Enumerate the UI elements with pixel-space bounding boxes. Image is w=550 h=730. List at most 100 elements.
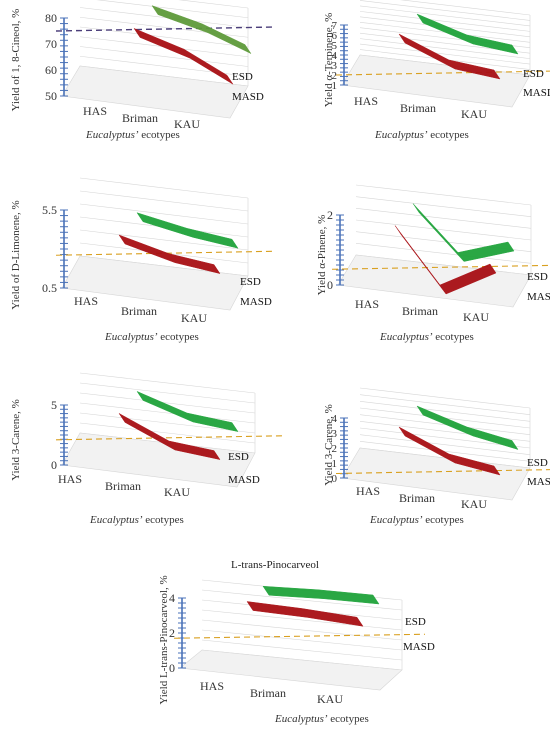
y-axis-title: Yield α-Pinene, % [316, 215, 328, 296]
x-axis-title: Eucalyptus’ ecotypes [369, 514, 464, 526]
x-category-label: Briman [399, 491, 435, 505]
x-category-label: HAS [83, 104, 107, 118]
x-axis-title: Eucalyptus’ ecotypes [89, 514, 184, 526]
y-axis-title: Yield of 1, 8-Cineol, % [10, 9, 22, 112]
y-tick-label: 5 [51, 398, 57, 412]
gridline [359, 441, 531, 462]
series-label-masd: MASD [523, 87, 550, 99]
x-category-label: HAS [58, 472, 82, 486]
series-ribbon-masd [398, 33, 501, 80]
series-ribbon-masd [246, 601, 364, 627]
y-axis-title: Yield α-Terpinene, % [323, 13, 335, 108]
series-ribbon-esd [416, 13, 519, 55]
y-tick-label: 1 [332, 80, 338, 92]
series-ribbon-masd [133, 27, 234, 85]
gridline [359, 5, 531, 27]
x-category-label: HAS [355, 297, 379, 311]
x-category-label: Briman [402, 304, 438, 318]
series-label-esd: ESD [228, 451, 249, 463]
y-tick-label: 2 [327, 208, 333, 222]
gridline [359, 434, 531, 455]
gridline [201, 609, 403, 631]
chart-carene_b: 0 1 2 3 4 HAS Briman KAU ESD MASD Eucalyptus’ ecot… [323, 387, 550, 526]
x-category-label: KAU [461, 107, 487, 121]
gridline [359, 0, 531, 21]
x-category-label: KAU [463, 310, 489, 324]
x-axis-title: Eucalyptus’ ecotypes [374, 129, 469, 141]
gridline [79, 203, 249, 225]
x-axis-title: Eucalyptus’ ecotypes [379, 331, 474, 343]
gridline [96, 0, 249, 19]
gridline [201, 639, 403, 661]
gridline [355, 243, 532, 264]
gridline [79, 190, 249, 212]
series-label-masd: MASD [232, 91, 264, 103]
y-tick-label: 0 [327, 278, 333, 292]
gridline [79, 382, 256, 404]
y-tick-label: 2 [332, 443, 338, 455]
y-tick-label: 4 [332, 413, 338, 425]
gridline [359, 414, 531, 435]
pinocarveol-panel-title: L-trans-Pinocarveol [231, 559, 319, 571]
gridline [79, 412, 256, 434]
series-ribbon-esd [416, 405, 519, 450]
x-category-label: KAU [181, 311, 207, 325]
series-ribbon-esd [262, 585, 380, 605]
x-category-label: HAS [354, 94, 378, 108]
gridline [79, 7, 249, 28]
x-category-label: HAS [200, 679, 224, 693]
reference-line [55, 26, 276, 32]
series-ribbon-esd [412, 203, 515, 262]
y-tick-label: 7 [332, 20, 338, 32]
gridline [359, 11, 531, 32]
gridline [359, 43, 531, 65]
series-label-masd: MASD [228, 474, 260, 486]
x-category-label: KAU [317, 692, 343, 706]
gridline [79, 177, 249, 199]
y-tick-label: 0 [51, 458, 57, 472]
x-category-label: Briman [105, 479, 141, 493]
y-axis-title: Yield of D-Limonene, % [10, 200, 22, 309]
reference-line [55, 435, 283, 441]
x-category-label: HAS [356, 484, 380, 498]
x-category-label: HAS [74, 294, 98, 308]
gridline [79, 422, 256, 444]
y-tick-label: 0.5 [42, 281, 57, 295]
y-axis-title: Yield L-trans-Pinocarveol, % [158, 575, 170, 704]
series-label-esd: ESD [232, 71, 253, 83]
series-ribbon-masd [398, 426, 501, 476]
y-axis-title: Yield 3-Carene, % [323, 404, 335, 486]
x-category-label: KAU [174, 117, 200, 131]
reference-line [173, 633, 426, 639]
reference-line [331, 264, 550, 270]
series-label-esd: ESD [405, 616, 426, 628]
series-label-masd: MASD [403, 641, 435, 653]
chart-cineol: 50 60 70 80 HAS Briman KAU ESD MASD Eucalyptus’ e… [10, 0, 276, 141]
gridline [79, 46, 249, 67]
series-ribbon-esd [151, 5, 252, 55]
gridline [359, 387, 531, 409]
y-tick-label: 4 [169, 591, 175, 605]
series-ribbon-masd [118, 413, 221, 460]
series-label-esd: ESD [240, 276, 261, 288]
chart-limonene: 0.5 5.5 HAS Briman KAU ESD MASD Eucalyptus’ eco… [10, 177, 276, 343]
reference-line [335, 70, 550, 76]
x-axis-title: Eucalyptus’ ecotypes [85, 129, 180, 141]
gridline [355, 196, 532, 217]
series-label-esd: ESD [527, 457, 548, 469]
y-tick-label: 5.5 [42, 203, 57, 217]
y-axis-title: Yield 3-Carene, % [10, 399, 22, 481]
reference-line [55, 250, 276, 256]
gridline [355, 184, 532, 206]
y-tick-label: 60 [45, 63, 57, 77]
y-tick-label: 2 [169, 626, 175, 640]
gridline [201, 589, 403, 611]
x-category-label: Briman [250, 686, 286, 700]
gridline [201, 629, 403, 651]
series-label-masd: MASD [527, 476, 550, 488]
gridline [79, 402, 256, 424]
y-tick-label: 6 [332, 30, 338, 42]
chart-pinocarveol: 0 2 4 HAS Briman KAU ESD MASD Eucalyptus’ ecotyp… [158, 575, 435, 725]
